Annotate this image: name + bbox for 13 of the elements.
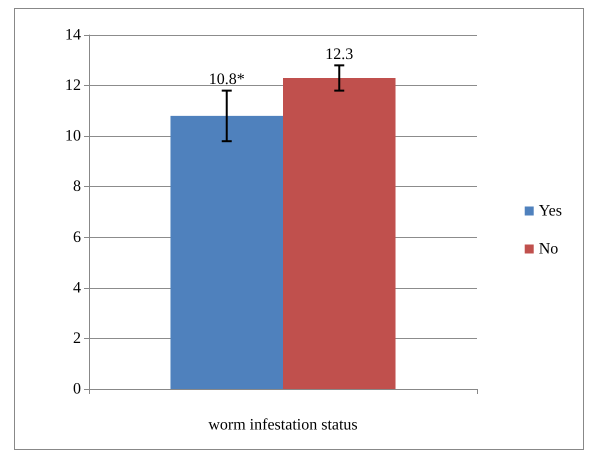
x-axis-title: worm infestation status [208, 416, 358, 434]
y-tick-label: 0 [73, 380, 81, 398]
y-tick-label: 10 [65, 128, 81, 145]
y-tick-label: 6 [73, 228, 81, 246]
y-tick-label: 8 [73, 178, 81, 196]
data-label: 10.8* [208, 71, 245, 88]
y-tick-label: 14 [65, 26, 81, 44]
y-tick-label: 2 [73, 330, 81, 347]
legend-label: Yes [538, 202, 562, 220]
legend-label: No [538, 240, 558, 258]
data-label: 12.3 [325, 46, 354, 63]
y-tick-label: 4 [73, 279, 81, 296]
y-tick-label: 12 [65, 77, 81, 94]
